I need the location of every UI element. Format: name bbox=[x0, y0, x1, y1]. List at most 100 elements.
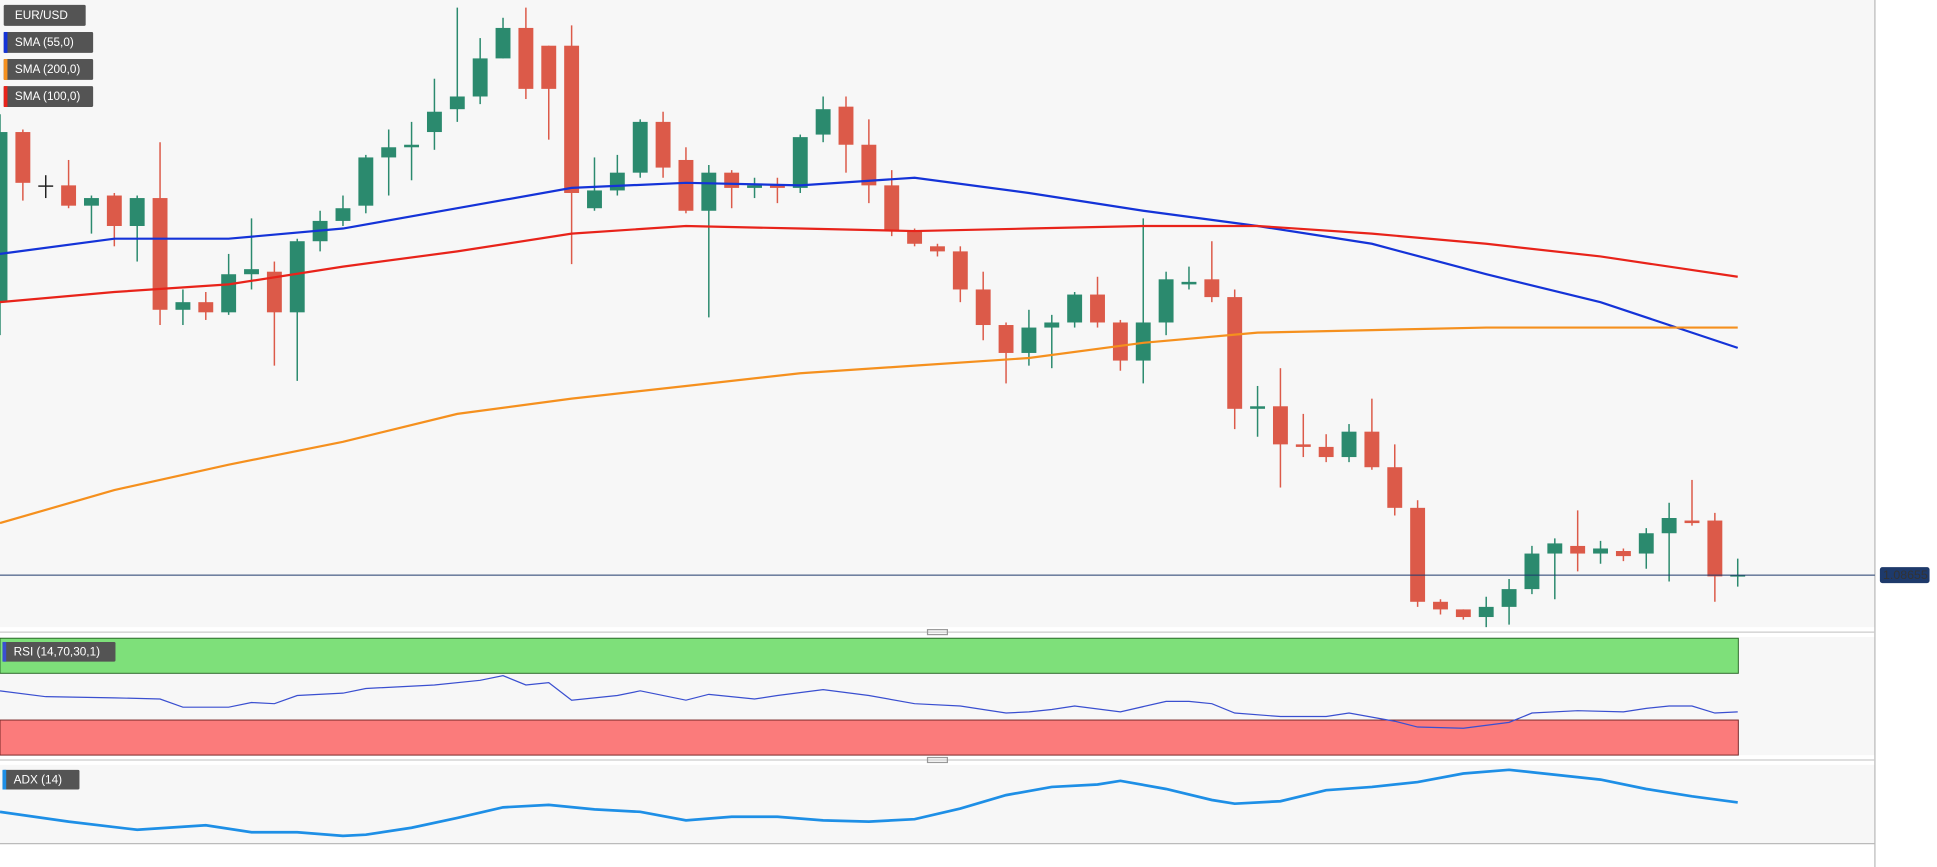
candle-body bbox=[952, 251, 968, 290]
resize-handle[interactable] bbox=[926, 756, 949, 764]
candle-body bbox=[724, 172, 740, 188]
oversold-band bbox=[0, 719, 1739, 756]
candle-body bbox=[655, 121, 671, 168]
candle-body bbox=[175, 302, 191, 310]
indicator-line bbox=[0, 768, 1738, 838]
candle-body bbox=[106, 195, 122, 226]
legend-swatch bbox=[3, 59, 8, 80]
candle-body bbox=[1112, 322, 1128, 361]
candle-body bbox=[769, 185, 785, 188]
candle-body bbox=[1730, 575, 1746, 577]
candle-body bbox=[541, 45, 557, 89]
candle-body bbox=[335, 208, 351, 221]
marks bbox=[0, 7, 1875, 838]
candle-body bbox=[426, 111, 442, 133]
candle-body bbox=[1021, 327, 1037, 353]
candle-body bbox=[0, 132, 8, 303]
candle-body bbox=[152, 198, 168, 310]
candle-body bbox=[609, 172, 625, 191]
panel-title: RSI (14,70,30,1) bbox=[14, 646, 100, 659]
candle-body bbox=[1135, 322, 1151, 361]
candle-body bbox=[404, 144, 420, 148]
adx-panel bbox=[0, 764, 1875, 844]
candle-body bbox=[975, 289, 991, 326]
bands bbox=[0, 637, 1739, 756]
candle-body bbox=[1593, 548, 1608, 554]
candle-body bbox=[1570, 545, 1586, 554]
legend-swatch bbox=[2, 769, 7, 790]
indicator-line bbox=[0, 224, 1738, 304]
candle-body bbox=[495, 27, 511, 59]
candle-body bbox=[632, 121, 648, 173]
candle-body bbox=[1638, 533, 1654, 554]
indicator-line bbox=[0, 176, 1739, 349]
candle-body bbox=[1067, 294, 1083, 323]
candle-body bbox=[1478, 606, 1494, 618]
legend-label: EUR/USD bbox=[15, 9, 68, 22]
candle-body bbox=[1227, 297, 1243, 409]
candle-body bbox=[815, 109, 831, 135]
candle-body bbox=[930, 246, 945, 252]
legend-box bbox=[3, 59, 94, 80]
plot-area bbox=[0, 768, 1738, 838]
candle-body bbox=[701, 172, 717, 211]
candle-body bbox=[1661, 518, 1677, 534]
candle-body bbox=[747, 185, 762, 188]
candle-body bbox=[221, 274, 237, 313]
indicator-line bbox=[0, 675, 1738, 729]
candle-body bbox=[1272, 406, 1288, 445]
legend-label: SMA (200,0) bbox=[15, 63, 81, 76]
candle-body bbox=[15, 132, 31, 183]
candle-body bbox=[884, 185, 900, 232]
candle-body bbox=[1684, 520, 1700, 524]
indicator-line bbox=[0, 326, 1738, 525]
candle-body bbox=[564, 45, 580, 193]
last-price-label: 1.08655 bbox=[1883, 568, 1928, 582]
legend-box bbox=[3, 86, 94, 107]
legend-box bbox=[3, 31, 94, 53]
candle-body bbox=[1433, 601, 1448, 610]
legend-swatch bbox=[3, 31, 8, 53]
candle-body bbox=[198, 302, 214, 313]
main-panel bbox=[0, 0, 1875, 627]
candle-body bbox=[1501, 589, 1517, 607]
candle-body bbox=[84, 198, 99, 206]
candle-body bbox=[289, 241, 305, 313]
candle-body bbox=[518, 27, 534, 89]
candle-body bbox=[1250, 406, 1266, 409]
candle-body bbox=[792, 137, 808, 188]
candle-body bbox=[998, 325, 1014, 353]
legend-box bbox=[3, 4, 86, 26]
candle-body bbox=[1158, 279, 1174, 323]
candle-body bbox=[472, 58, 488, 97]
overbought-band bbox=[0, 637, 1739, 674]
candle-body bbox=[1615, 551, 1631, 557]
candle-body bbox=[1204, 279, 1220, 298]
legend-label: SMA (55,0) bbox=[15, 36, 74, 49]
legend-swatch bbox=[2, 641, 7, 662]
candle-body bbox=[449, 96, 465, 110]
last-price-tag bbox=[1879, 567, 1930, 584]
candle-body bbox=[381, 147, 397, 158]
candle-body bbox=[1455, 609, 1471, 618]
candle-body bbox=[1547, 543, 1563, 554]
candle-body bbox=[1364, 431, 1380, 468]
candle-body bbox=[1341, 431, 1357, 458]
candle-body bbox=[1090, 294, 1105, 323]
candle-body bbox=[244, 269, 259, 275]
legend-label: SMA (100,0) bbox=[15, 90, 81, 103]
candle-body bbox=[907, 231, 923, 244]
candle-body bbox=[1387, 467, 1403, 508]
candle-body bbox=[129, 198, 145, 226]
candle-body bbox=[358, 157, 374, 206]
candle-body bbox=[1707, 520, 1723, 577]
resize-handle[interactable] bbox=[926, 629, 949, 636]
candle-body bbox=[838, 106, 854, 145]
candle-body bbox=[678, 159, 694, 211]
candle-body bbox=[61, 185, 77, 206]
candle-body bbox=[1181, 281, 1197, 285]
candle-body bbox=[1044, 322, 1060, 328]
candle-body bbox=[1524, 553, 1540, 590]
candle-body bbox=[266, 271, 282, 313]
